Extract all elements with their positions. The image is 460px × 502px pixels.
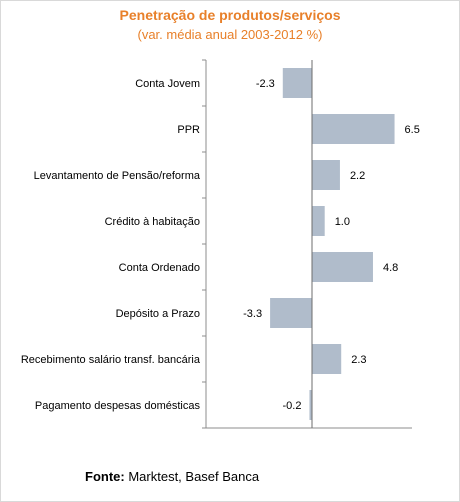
source-text: Marktest, Basef Banca — [128, 469, 260, 484]
category-label: PPR — [177, 124, 200, 136]
data-label: -2.3 — [256, 78, 275, 90]
chart-title: Penetração de produtos/serviços — [119, 7, 341, 23]
bar — [312, 344, 342, 374]
category-label: Recebimento salário transf. bancária — [21, 354, 201, 366]
data-label: -3.3 — [243, 308, 262, 320]
bar — [309, 390, 312, 420]
category-label: Conta Ordenado — [119, 262, 200, 274]
bar — [312, 114, 395, 144]
category-label: Levantamento de Pensão/reforma — [34, 170, 201, 182]
bar — [312, 206, 325, 236]
bar — [312, 252, 373, 282]
category-label: Depósito a Prazo — [116, 308, 200, 320]
data-label: 2.2 — [350, 170, 365, 182]
chart-subtitle: (var. média anual 2003-2012 %) — [137, 27, 323, 42]
category-label: Crédito à habitação — [105, 216, 200, 228]
bar — [270, 298, 312, 328]
category-label: Conta Jovem — [135, 78, 200, 90]
source-note: Fonte: Marktest, Basef Banca — [85, 469, 259, 484]
category-label: Pagamento despesas domésticas — [35, 400, 201, 412]
bar — [282, 68, 312, 98]
data-label: 2.3 — [351, 354, 366, 366]
source-label: Fonte: — [85, 469, 125, 484]
data-label: 6.5 — [405, 124, 420, 136]
data-label: 4.8 — [383, 262, 398, 274]
data-label: 1.0 — [335, 216, 350, 228]
data-label: -0.2 — [282, 400, 301, 412]
bar — [312, 160, 340, 190]
